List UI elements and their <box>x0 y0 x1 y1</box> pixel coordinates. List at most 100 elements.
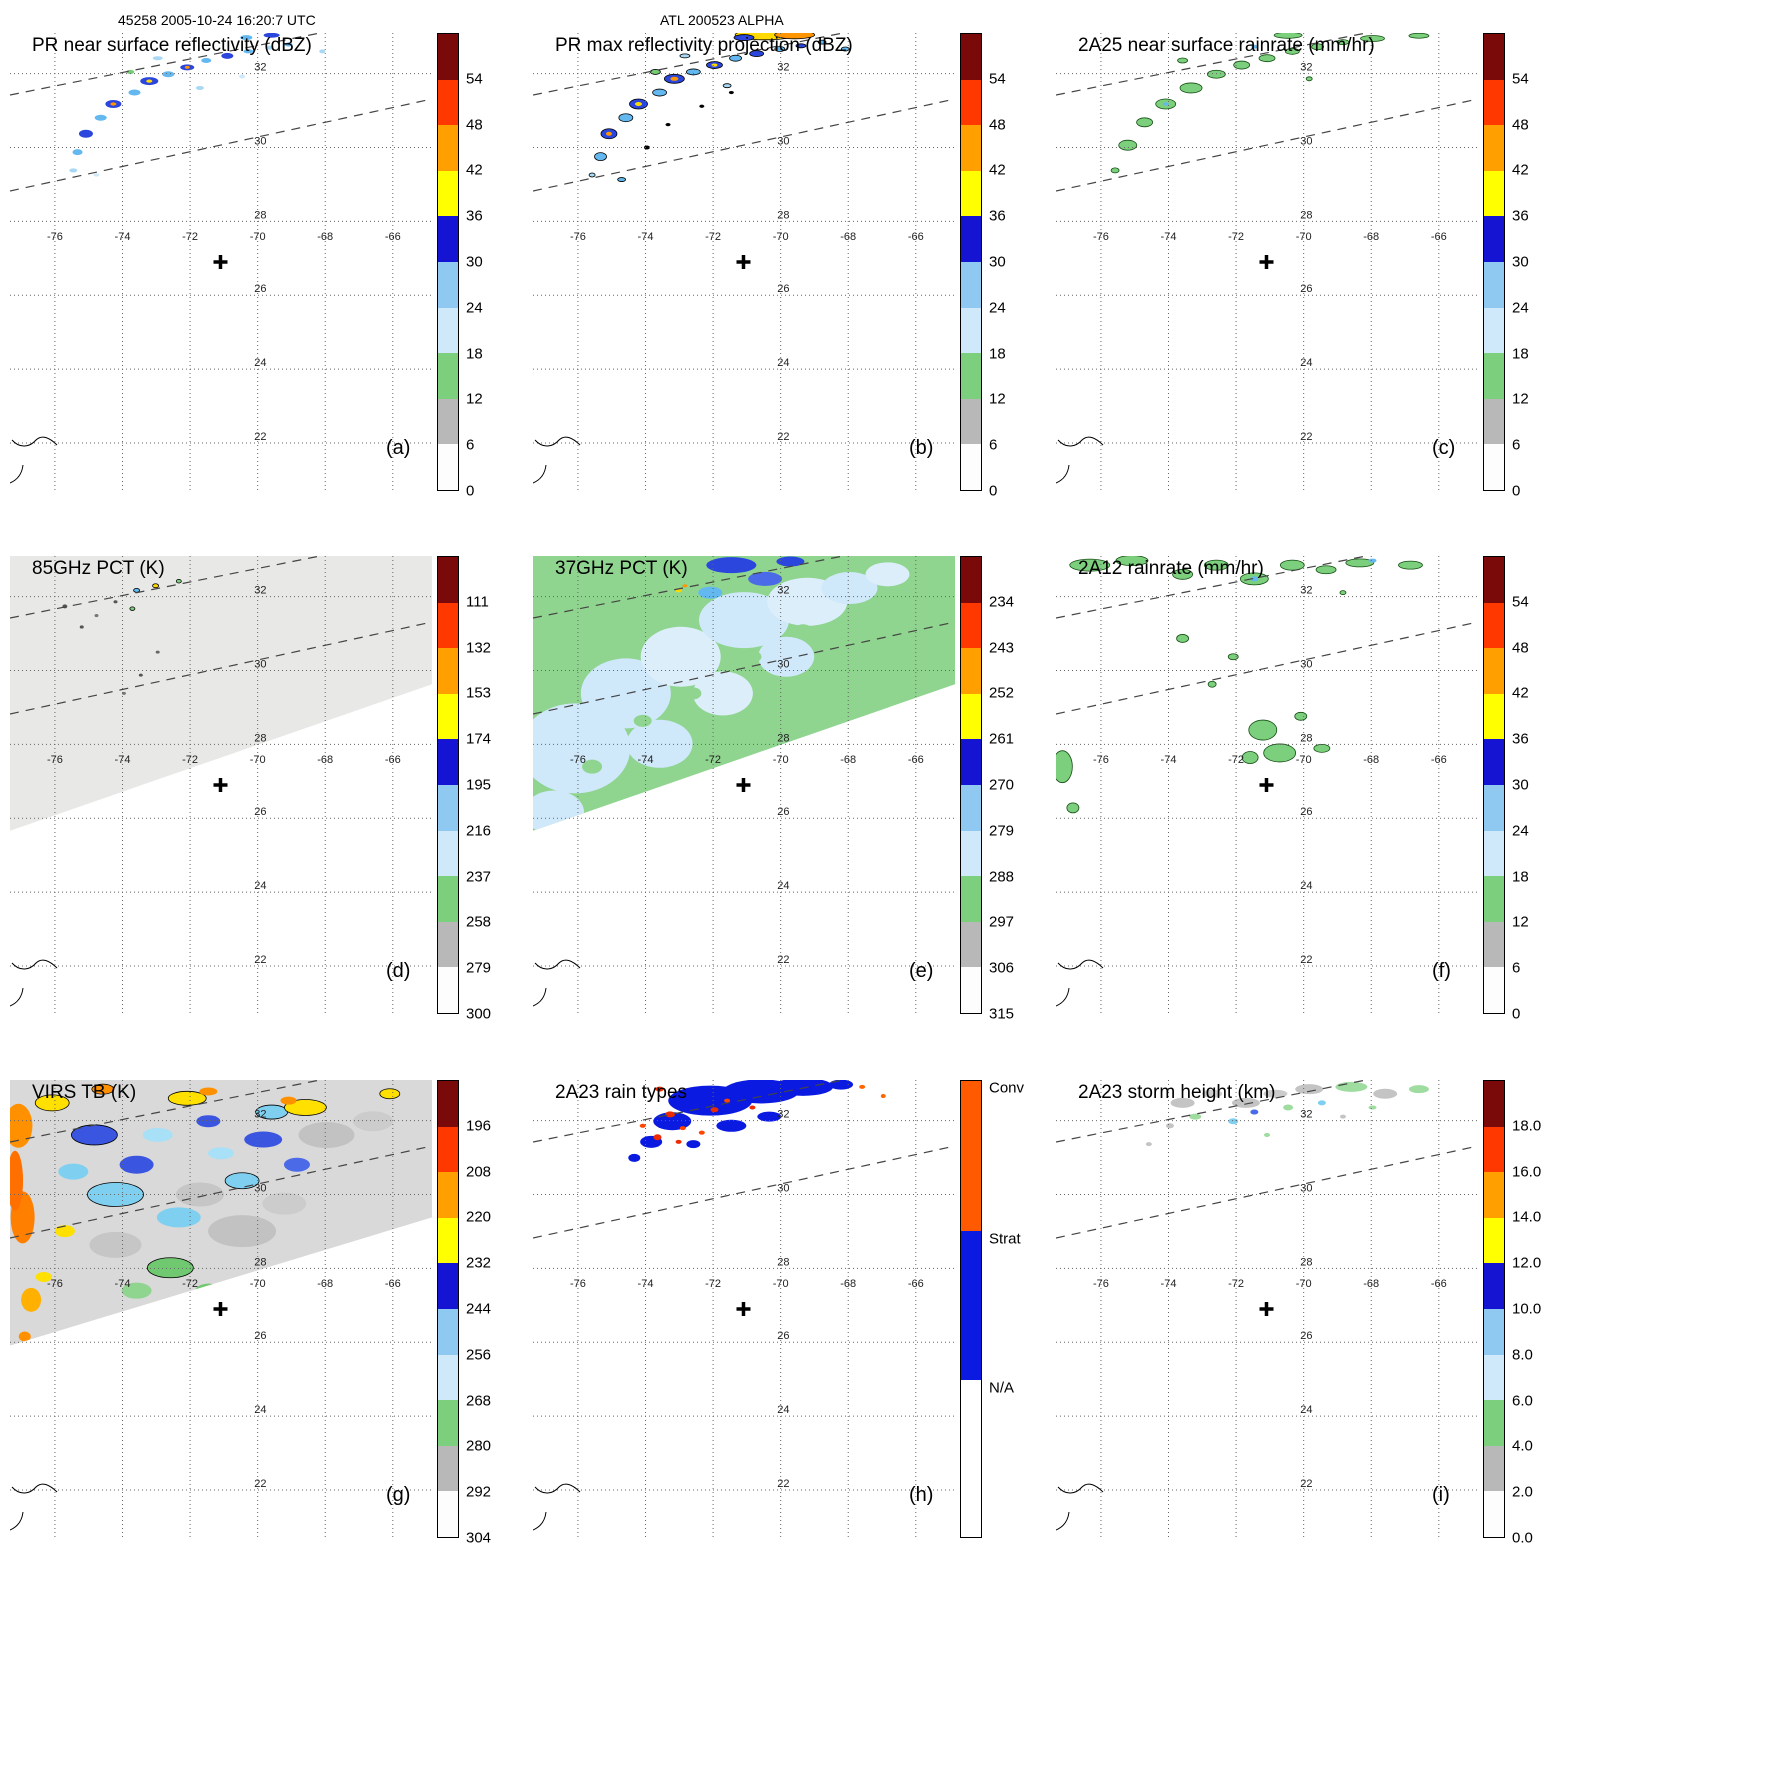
data-blob <box>533 703 631 794</box>
lat-label: 22 <box>1300 1478 1312 1490</box>
colorbar-segment <box>438 444 458 490</box>
colorbar-segment <box>1484 876 1504 922</box>
swath-edge-line <box>533 33 844 96</box>
colorbar-segment <box>438 876 458 922</box>
lon-label: -66 <box>385 231 401 243</box>
lat-label: 26 <box>254 283 266 295</box>
data-blob <box>1315 565 1337 575</box>
panel-letter-a: (a) <box>386 437 411 459</box>
map-g: -76 -74 -72 -70 -68 -66 22 24 26 28 30 32 <box>10 1080 432 1538</box>
colorbar-segment <box>438 307 458 354</box>
data-blob <box>670 76 679 81</box>
colorbar-tick: 16.0 <box>1512 1163 1542 1181</box>
data-blob <box>243 49 254 54</box>
coastline <box>533 1483 581 1531</box>
data-blob <box>1228 1118 1239 1125</box>
data-blob <box>121 1282 152 1299</box>
map-b: -76 -74 -72 -70 -68 -66 22 24 26 28 30 32 <box>533 33 955 491</box>
swath-edge-line <box>1056 621 1478 715</box>
lat-label: 30 <box>777 1183 789 1195</box>
lat-label: 24 <box>777 1404 789 1416</box>
data-blob <box>1360 35 1385 42</box>
data-blob <box>262 1192 307 1215</box>
lat-label: 24 <box>1300 357 1312 369</box>
lat-label: 30 <box>254 1183 266 1195</box>
colorbar-tick: 234 <box>989 593 1015 611</box>
colorbar-tick: 270 <box>989 776 1015 794</box>
lat-label: 28 <box>1300 209 1312 221</box>
data-blob <box>1279 559 1305 571</box>
colorbar-segment <box>961 557 981 603</box>
colorbar-b <box>960 33 982 491</box>
lon-label: -66 <box>1431 1278 1447 1290</box>
data-blob <box>239 74 246 79</box>
swath-edge-line <box>533 98 955 192</box>
coastline <box>1056 1483 1104 1531</box>
data-blob <box>774 33 816 40</box>
colorbar-segment <box>961 307 981 354</box>
panel-letter-g: (g) <box>386 1484 411 1506</box>
lon-label: -76 <box>47 1278 63 1290</box>
data-blob <box>639 1123 646 1128</box>
lon-label: -68 <box>840 1278 856 1290</box>
data-blob <box>665 123 671 127</box>
colorbar-tick: 18 <box>1512 868 1529 886</box>
data-blob <box>146 1257 194 1279</box>
colorbar-tick: 297 <box>989 913 1015 931</box>
colorbar-tick: 237 <box>466 868 492 886</box>
panel-i: -76 -74 -72 -70 -68 -66 22 24 26 28 30 32 2A23 storm… <box>1056 1080 1579 1547</box>
lat-label: 30 <box>777 136 789 148</box>
colorbar-segment <box>438 1491 458 1537</box>
data-blob <box>682 584 688 588</box>
data-blob <box>1368 1105 1377 1110</box>
data-blob <box>319 49 326 54</box>
colorbar-segment <box>438 1400 458 1446</box>
colorbar-segment <box>438 262 458 308</box>
lon-label: -68 <box>317 754 333 766</box>
lon-label: -74 <box>638 1278 654 1290</box>
lon-label: -66 <box>908 1278 924 1290</box>
data-blob <box>1373 1088 1398 1099</box>
data-blob <box>1115 556 1149 566</box>
lon-label: -66 <box>908 754 924 766</box>
lon-label: -76 <box>1093 231 1109 243</box>
lat-label: 26 <box>254 806 266 818</box>
lat-label: 30 <box>254 659 266 671</box>
data-blob <box>729 54 742 62</box>
lon-label: -76 <box>570 231 586 243</box>
data-blob <box>1162 102 1169 106</box>
data-blob <box>749 1105 756 1110</box>
lat-label: 32 <box>777 585 789 597</box>
colorbar-segment <box>1484 79 1504 126</box>
coastline <box>533 959 581 1007</box>
data-blob <box>283 1157 310 1172</box>
panel-letter-h: (h) <box>909 1484 934 1506</box>
colorbar-tick: 216 <box>466 822 492 840</box>
data-blob <box>21 1287 42 1312</box>
swath-edge-line <box>1056 1080 1367 1143</box>
data-blob <box>706 557 757 574</box>
colorbar-segment <box>1484 785 1504 831</box>
data-blob <box>1069 558 1111 572</box>
colorbar-segment <box>961 79 981 126</box>
data-blob <box>265 45 274 50</box>
lon-label: -76 <box>1093 1278 1109 1290</box>
data-blob <box>1264 1132 1270 1137</box>
lat-label: 26 <box>254 1330 266 1342</box>
colorbar-label-conv: Conv <box>989 1079 1025 1097</box>
colorbar-segment <box>961 398 981 445</box>
data-blob <box>1345 558 1375 568</box>
colorbar-tick: 0 <box>989 482 998 500</box>
data-blob <box>1206 69 1226 79</box>
colorbar-tick: 42 <box>989 161 1006 179</box>
lat-label: 24 <box>1300 1404 1312 1416</box>
data-blob <box>679 1126 686 1131</box>
lon-label: -70 <box>1296 754 1312 766</box>
panel-f: -76 -74 -72 -70 -68 -66 22 24 26 28 30 32 2A12 rainr… <box>1056 556 1579 1023</box>
data-blob <box>221 52 234 59</box>
map-c: -76 -74 -72 -70 -68 -66 22 24 26 28 30 32 <box>1056 33 1478 491</box>
data-blob <box>93 173 100 177</box>
colorbar-segment <box>438 557 458 603</box>
colorbar-tick: 111 <box>466 593 489 611</box>
colorbar-tick: 54 <box>1512 70 1529 88</box>
